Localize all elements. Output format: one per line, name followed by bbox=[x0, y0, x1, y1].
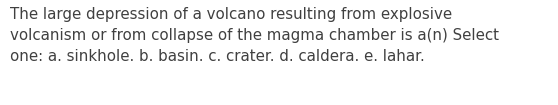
Text: The large depression of a volcano resulting from explosive
volcanism or from col: The large depression of a volcano result… bbox=[10, 7, 499, 64]
